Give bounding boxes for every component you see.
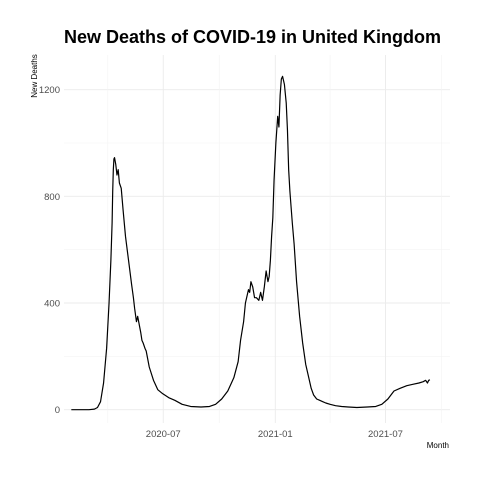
x-tick-label: 2021-01 <box>258 429 293 440</box>
y-axis-ticks: 0 400 800 1200 <box>39 85 60 416</box>
x-axis-ticks: 2020-07 2021-01 2021-07 <box>146 429 403 440</box>
grid <box>64 55 450 423</box>
x-tick-label: 2020-07 <box>146 429 181 440</box>
x-axis-label: Month <box>427 441 449 450</box>
chart-title: New Deaths of COVID-19 in United Kingdom <box>64 27 441 47</box>
x-tick-label: 2021-07 <box>368 429 403 440</box>
y-tick-label: 0 <box>55 405 60 416</box>
y-tick-label: 400 <box>44 299 60 310</box>
y-tick-label: 1200 <box>39 85 60 96</box>
series-line <box>71 75 431 411</box>
y-tick-label: 800 <box>44 192 60 203</box>
y-axis-label: New Deaths <box>30 54 39 98</box>
